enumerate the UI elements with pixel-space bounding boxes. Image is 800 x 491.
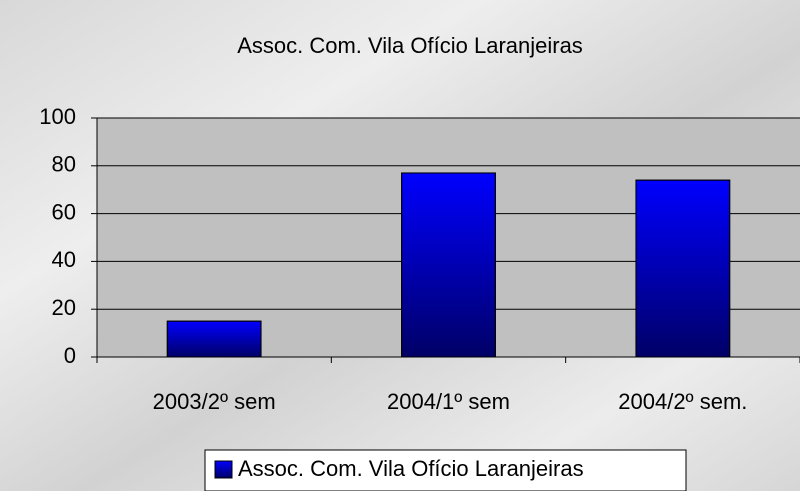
chart-title: Assoc. Com. Vila Ofício Laranjeiras bbox=[237, 33, 583, 58]
bar-shade bbox=[401, 172, 496, 358]
legend-label: Assoc. Com. Vila Ofício Laranjeiras bbox=[238, 456, 584, 481]
x-tick-label: 2004/2º sem. bbox=[618, 389, 747, 414]
y-tick-label: 0 bbox=[64, 343, 76, 368]
y-tick-label: 100 bbox=[39, 104, 76, 129]
bar-shade bbox=[166, 320, 262, 358]
y-tick-label: 60 bbox=[52, 199, 76, 224]
y-tick-label: 20 bbox=[52, 295, 76, 320]
y-tick-label: 80 bbox=[52, 152, 76, 177]
legend-box bbox=[204, 449, 687, 491]
x-tick-label: 2003/2º sem bbox=[153, 389, 276, 414]
bar-shade bbox=[635, 179, 731, 358]
x-tick-label: 2004/1º sem bbox=[387, 389, 510, 414]
y-tick-label: 40 bbox=[52, 247, 76, 272]
legend-swatch-shade bbox=[214, 460, 233, 479]
